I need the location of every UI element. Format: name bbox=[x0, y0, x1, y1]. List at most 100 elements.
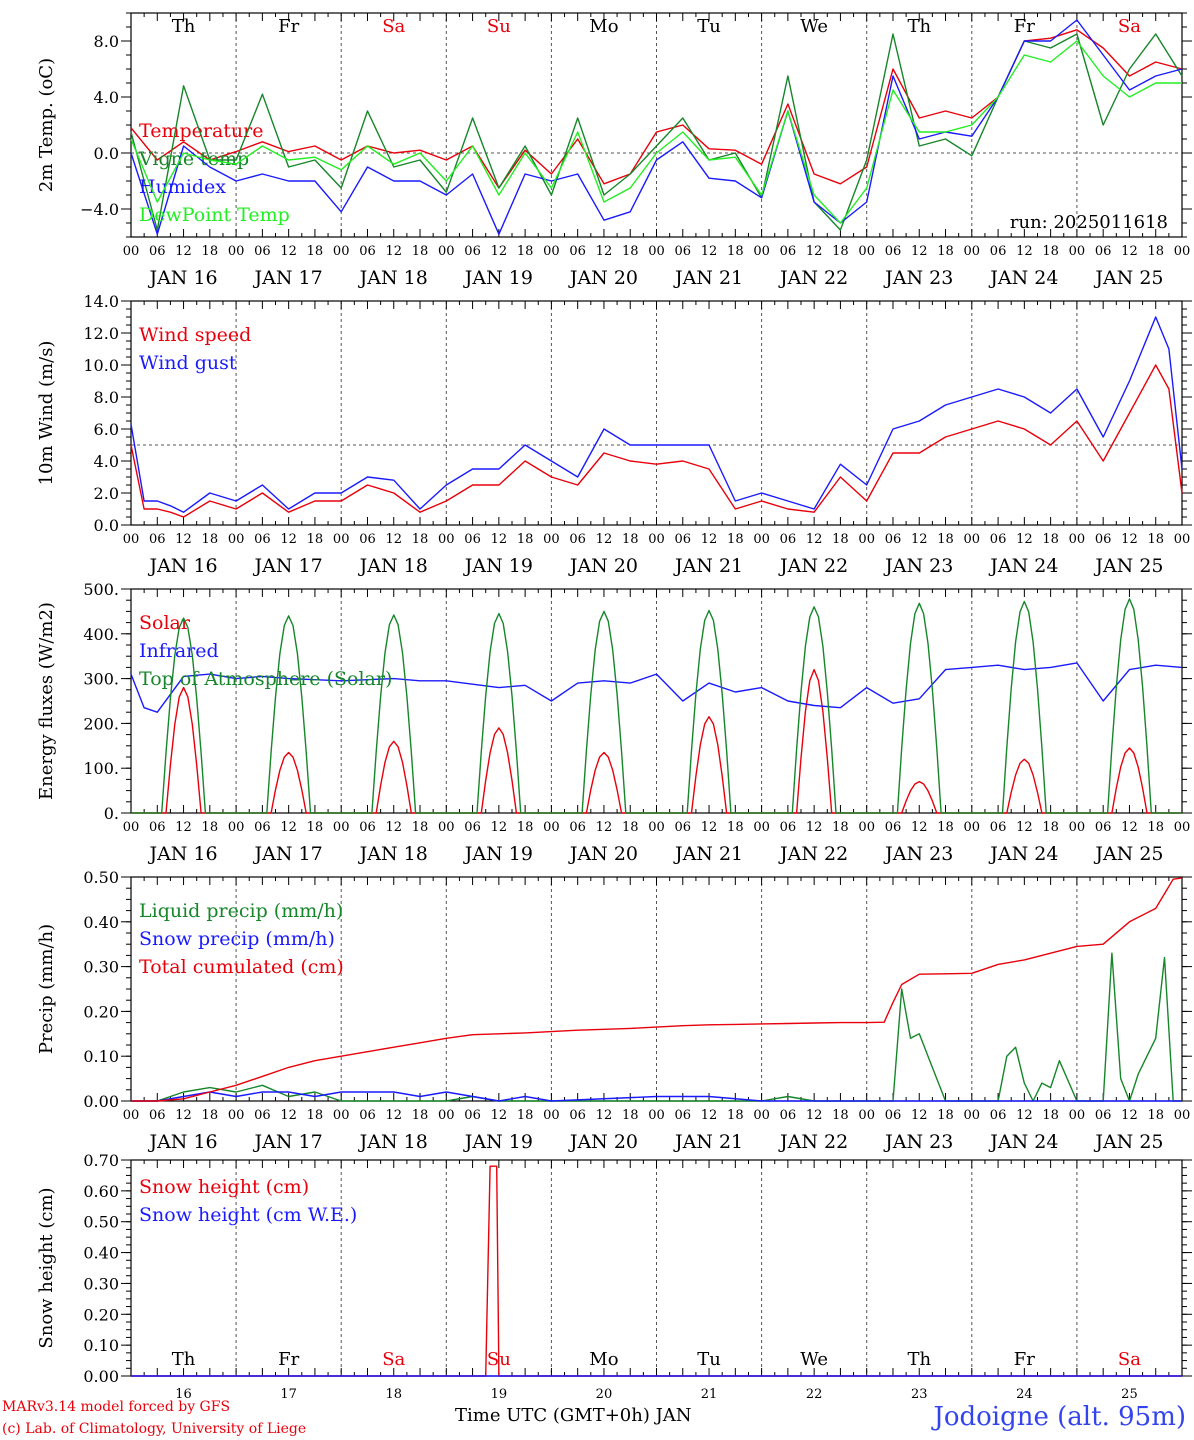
y-tick-label: 10.0 bbox=[83, 356, 119, 375]
hour-label: 18 bbox=[832, 244, 849, 259]
hour-label: 06 bbox=[675, 244, 692, 259]
date-label: JAN 22 bbox=[778, 267, 848, 289]
legend-entry: Liquid precip (mm/h) bbox=[139, 900, 343, 922]
hour-label: 00 bbox=[964, 1108, 981, 1123]
hour-label: 18 bbox=[307, 820, 324, 835]
hour-label: 18 bbox=[937, 244, 954, 259]
day-name-label: Mo bbox=[589, 16, 618, 37]
hour-label: 12 bbox=[280, 532, 297, 547]
hour-label: 00 bbox=[1069, 820, 1086, 835]
hour-label: 12 bbox=[806, 1108, 823, 1123]
date-label: JAN 23 bbox=[883, 843, 953, 865]
hour-label: 00 bbox=[438, 244, 455, 259]
hour-label: 12 bbox=[911, 532, 928, 547]
hour-label: 12 bbox=[491, 244, 508, 259]
hour-label: 06 bbox=[254, 820, 271, 835]
legend-entry: Infrared bbox=[139, 640, 219, 662]
date-label: JAN 19 bbox=[463, 843, 533, 865]
hour-label: 12 bbox=[175, 1108, 192, 1123]
day-number-label: 17 bbox=[280, 1387, 297, 1402]
legend-entry: DewPoint Temp bbox=[139, 204, 290, 226]
y-tick-label: 0. bbox=[104, 804, 119, 823]
day-number-label: 19 bbox=[491, 1387, 508, 1402]
date-label: JAN 18 bbox=[358, 1131, 428, 1153]
hour-label: 06 bbox=[1095, 244, 1112, 259]
hour-label: 00 bbox=[964, 820, 981, 835]
hour-label: 06 bbox=[675, 1108, 692, 1123]
hour-label: 12 bbox=[701, 820, 718, 835]
hour-label: 00 bbox=[228, 820, 245, 835]
day-name-label: We bbox=[800, 1349, 828, 1370]
date-label: JAN 16 bbox=[147, 267, 217, 289]
y-tick-label: 400. bbox=[83, 625, 119, 644]
plot-frame-2 bbox=[130, 300, 1183, 526]
hour-label: 00 bbox=[1174, 244, 1191, 259]
y-tick-label: 300. bbox=[83, 670, 119, 689]
date-label: JAN 19 bbox=[463, 267, 533, 289]
y-tick-label: 0.10 bbox=[83, 1336, 119, 1355]
hour-label: 18 bbox=[727, 532, 744, 547]
day-name-label: Fr bbox=[1014, 1349, 1035, 1370]
hour-label: 06 bbox=[359, 1108, 376, 1123]
day-name-label: Fr bbox=[1014, 16, 1035, 37]
hour-label: 18 bbox=[937, 820, 954, 835]
hour-label: 18 bbox=[1147, 244, 1164, 259]
date-label: JAN 21 bbox=[673, 843, 743, 865]
day-name-label: Th bbox=[172, 1349, 196, 1370]
location-label: Jodoigne (alt. 95m) bbox=[933, 1402, 1186, 1432]
series-line-dewpoint-temp bbox=[130, 40, 1182, 224]
date-label: JAN 24 bbox=[988, 843, 1058, 865]
series-line-infrared bbox=[130, 662, 1183, 713]
hour-label: 18 bbox=[1042, 532, 1059, 547]
hour-label: 06 bbox=[464, 820, 481, 835]
hour-label: 18 bbox=[1147, 1108, 1164, 1123]
hour-label: 06 bbox=[464, 532, 481, 547]
hour-label: 06 bbox=[149, 244, 166, 259]
date-label: JAN 20 bbox=[568, 555, 638, 577]
hour-label: 00 bbox=[858, 244, 875, 259]
day-number-label: 18 bbox=[385, 1387, 402, 1402]
hour-label: 06 bbox=[885, 532, 902, 547]
hour-label: 18 bbox=[937, 1108, 954, 1123]
legend-entry: Snow precip (mm/h) bbox=[139, 928, 335, 950]
date-label: JAN 25 bbox=[1093, 1131, 1163, 1153]
date-label: JAN 23 bbox=[883, 555, 953, 577]
hour-label: 12 bbox=[701, 1108, 718, 1123]
hour-label: 12 bbox=[806, 532, 823, 547]
hour-label: 12 bbox=[175, 820, 192, 835]
hour-label: 12 bbox=[491, 1108, 508, 1123]
date-label: JAN 16 bbox=[147, 555, 217, 577]
hour-label: 12 bbox=[385, 1108, 402, 1123]
model-credit: MARv3.14 model forced by GFS bbox=[2, 1399, 231, 1415]
date-label: JAN 21 bbox=[673, 267, 743, 289]
y-tick-label: 0.30 bbox=[83, 1274, 119, 1293]
hour-label: 06 bbox=[675, 532, 692, 547]
day-number-label: 22 bbox=[806, 1387, 823, 1402]
date-label: JAN 24 bbox=[988, 555, 1058, 577]
series-line-wind-gust bbox=[130, 316, 1183, 513]
hour-label: 18 bbox=[832, 1108, 849, 1123]
hour-label: 00 bbox=[1069, 244, 1086, 259]
series-line-humidex bbox=[130, 19, 1183, 235]
legend-entry: Vigne temp bbox=[138, 148, 249, 170]
hour-label: 06 bbox=[149, 820, 166, 835]
date-label: JAN 17 bbox=[253, 267, 323, 289]
hour-label: 06 bbox=[359, 532, 376, 547]
day-name-label: Su bbox=[487, 1349, 511, 1370]
legend-entry: Wind speed bbox=[139, 324, 251, 346]
hour-label: 12 bbox=[385, 532, 402, 547]
hour-label: 18 bbox=[1147, 532, 1164, 547]
day-number-label: 23 bbox=[911, 1387, 928, 1402]
hour-label: 00 bbox=[333, 244, 350, 259]
day-number-label: 20 bbox=[596, 1387, 613, 1402]
y-tick-label: 0.20 bbox=[83, 1002, 119, 1021]
hour-label: 12 bbox=[1016, 532, 1033, 547]
y-tick-label: 0.10 bbox=[83, 1047, 119, 1066]
y-axis-title: Snow height (cm) bbox=[36, 1187, 57, 1348]
hour-label: 12 bbox=[491, 532, 508, 547]
hour-label: 18 bbox=[307, 532, 324, 547]
day-number-label: 16 bbox=[175, 1387, 192, 1402]
hour-label: 06 bbox=[990, 820, 1007, 835]
hour-label: 00 bbox=[123, 532, 140, 547]
hour-label: 06 bbox=[359, 244, 376, 259]
